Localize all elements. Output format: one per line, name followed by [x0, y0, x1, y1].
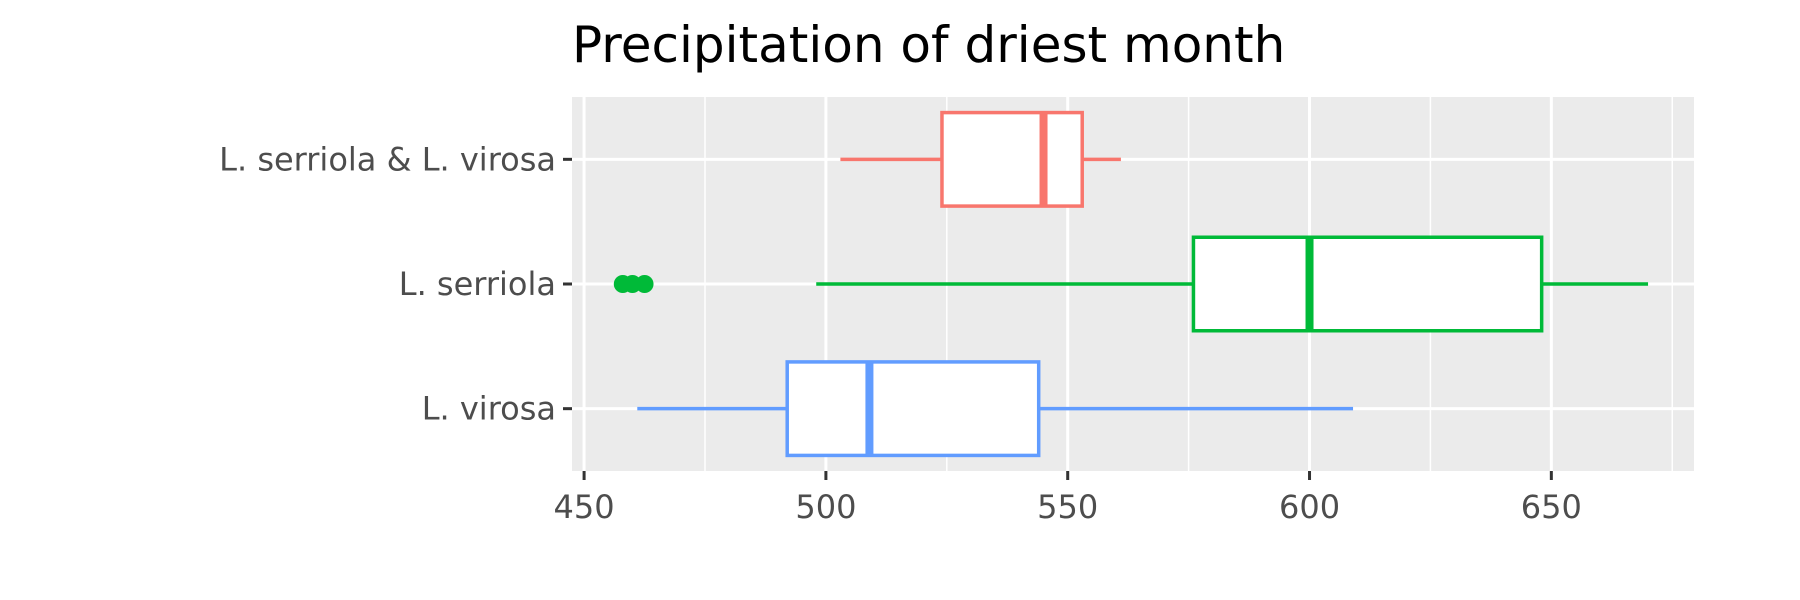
boxplot-group	[613, 235, 1649, 333]
y-axis: L. serriola & L. virosa L. serriola L. vir…	[219, 140, 572, 428]
outlier-point	[635, 275, 654, 293]
boxplot-group	[637, 360, 1354, 458]
box-iqr	[785, 360, 1041, 458]
x-tick-label: 500	[795, 488, 856, 526]
y-tick-label: L. serriola	[399, 265, 556, 303]
boxplot-group	[840, 110, 1121, 208]
y-tick-label: L. virosa	[422, 390, 556, 428]
chart-title: Precipitation of driest month	[572, 16, 1285, 74]
boxplot-series	[613, 110, 1649, 458]
box-iqr	[940, 110, 1084, 208]
x-axis: 450 500 550 600 650	[554, 471, 1582, 526]
y-tick-label: L. serriola & L. virosa	[219, 140, 556, 178]
x-tick-label: 650	[1521, 488, 1582, 526]
box-iqr	[1191, 235, 1544, 333]
x-tick-label: 600	[1279, 488, 1340, 526]
x-tick-label: 550	[1037, 488, 1098, 526]
x-tick-label: 450	[554, 488, 615, 526]
